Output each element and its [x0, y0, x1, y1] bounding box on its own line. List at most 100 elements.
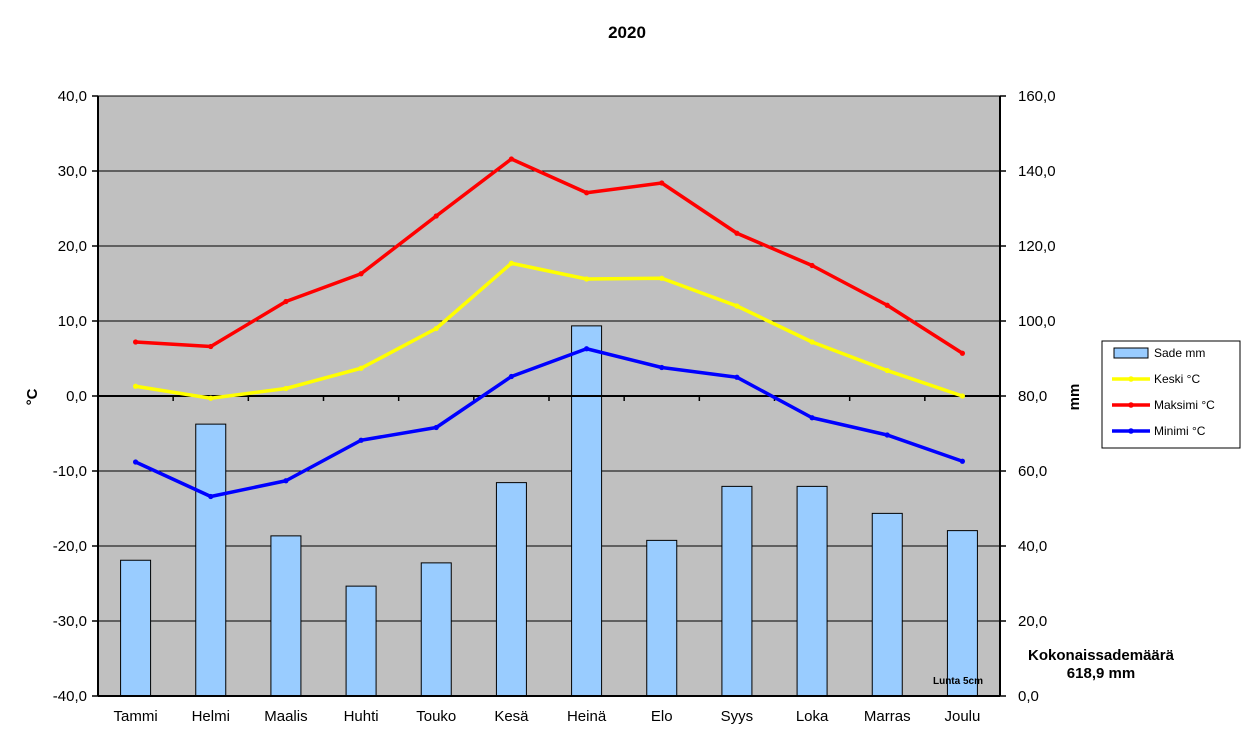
series-1-point — [659, 180, 665, 186]
precipitation-bars — [120, 325, 978, 697]
series-1-point — [358, 271, 364, 277]
left-tick-labels: -40,0 -30,0 -20,0 -10,0 0,0 10,0 20,0 30,0 40,0 — [53, 88, 98, 705]
series-line-2 — [133, 347, 965, 499]
series-2-point — [208, 493, 214, 500]
series-1-point — [809, 262, 815, 269]
series-2-point — [508, 373, 515, 380]
series-2-point — [583, 346, 590, 352]
total-precipitation-label: Kokonaissademäärä — [1028, 647, 1175, 664]
chart-title: 2020 — [608, 23, 646, 42]
right-tick-label: 60,0 — [1018, 463, 1047, 480]
precip-bar-maalis — [270, 535, 302, 697]
right-tick-label: 40,0 — [1018, 538, 1047, 555]
category-labels: Tammi Helmi Maalis Huhti Touko Kesä Heinä Elo Sy… — [113, 708, 980, 725]
series-0-point — [959, 393, 966, 399]
category-label: Heinä — [567, 708, 607, 725]
right-tick-label: 160,0 — [1018, 88, 1056, 105]
precip-bar-tammi — [120, 559, 152, 697]
legend-marker-0 — [1128, 376, 1134, 382]
left-tick-label: -10,0 — [53, 463, 87, 480]
precip-bar-marras — [871, 512, 903, 697]
series-1-point — [734, 230, 740, 236]
temperature-lines — [132, 156, 966, 500]
series-1-point — [884, 302, 890, 308]
left-tick-label: -20,0 — [53, 538, 87, 555]
left-tick-label: -40,0 — [53, 688, 87, 705]
right-tick-label: 100,0 — [1018, 313, 1056, 330]
series-0-point — [358, 365, 364, 371]
series-0-point — [583, 276, 590, 282]
category-label: Elo — [651, 708, 673, 725]
category-label: Maalis — [264, 708, 307, 725]
right-axis-label: mm — [1066, 384, 1083, 411]
series-1-point — [433, 213, 439, 219]
right-tick-label: 20,0 — [1018, 613, 1047, 630]
legend: Sade mm Keski °C Maksimi °C Minimi °C — [1101, 340, 1241, 449]
precip-bar-touko — [420, 562, 452, 697]
precip-bar-kesä — [495, 482, 527, 697]
precip-bar-elo — [646, 539, 678, 697]
category-label: Tammi — [113, 708, 157, 725]
series-1-point — [959, 350, 966, 356]
series-2-point — [809, 415, 815, 421]
series-0-point — [809, 339, 815, 345]
precip-bar-syys — [721, 485, 753, 697]
right-tick-label: 0,0 — [1018, 688, 1039, 705]
category-label: Loka — [796, 708, 829, 725]
series-line-0 — [133, 261, 965, 400]
category-label: Huhti — [344, 708, 379, 725]
legend-label-1: Maksimi °C — [1154, 398, 1215, 412]
series-2-point — [358, 437, 364, 443]
legend-swatch-sade — [1113, 347, 1149, 359]
grid-lines — [98, 170, 1000, 622]
category-label: Syys — [721, 708, 754, 725]
snow-annotation: Lunta 5cm — [933, 676, 983, 687]
series-0-point — [283, 385, 289, 392]
right-tick-labels: 0,0 20,0 40,0 60,0 80,0 100,0 120,0 140,0 160,0 — [1000, 88, 1056, 705]
series-1-point — [283, 298, 289, 305]
legend-label-2: Minimi °C — [1154, 424, 1206, 438]
precip-bar-huhti — [345, 585, 377, 697]
category-label: Joulu — [944, 708, 980, 725]
series-line-1 — [133, 157, 965, 355]
category-label: Marras — [864, 708, 911, 725]
series-2-point — [659, 364, 665, 371]
precip-bar-joulu — [946, 530, 978, 697]
legend-label-0: Keski °C — [1154, 372, 1200, 386]
series-0-point — [208, 395, 214, 401]
precip-bar-helmi — [195, 423, 227, 697]
series-0-point — [734, 303, 740, 309]
left-tick-label: -30,0 — [53, 613, 87, 630]
series-2-point — [959, 458, 966, 464]
series-0-point — [508, 260, 515, 266]
series-1-point — [508, 156, 515, 162]
left-tick-label: 20,0 — [58, 238, 87, 255]
legend-marker-2 — [1128, 428, 1134, 434]
series-2-point — [283, 478, 289, 484]
left-axis-label: °C — [24, 388, 41, 405]
left-tick-label: 10,0 — [58, 313, 87, 330]
category-label: Helmi — [192, 708, 230, 725]
left-tick-label: 40,0 — [58, 88, 87, 105]
series-0-point — [884, 367, 890, 374]
right-tick-label: 80,0 — [1018, 388, 1047, 405]
legend-marker-1 — [1128, 402, 1134, 408]
precip-bar-loka — [796, 485, 828, 697]
left-tick-label: 0,0 — [66, 388, 87, 405]
series-0-point — [659, 275, 665, 281]
series-2-point — [132, 459, 139, 465]
series-0-point — [132, 383, 139, 389]
legend-label-sade: Sade mm — [1154, 346, 1205, 360]
category-label: Touko — [416, 708, 456, 725]
series-2-point — [884, 432, 890, 438]
series-2-point — [433, 424, 439, 431]
left-tick-label: 30,0 — [58, 163, 87, 180]
series-1-point — [583, 190, 590, 196]
category-label: Kesä — [494, 708, 529, 725]
series-1-point — [132, 339, 139, 345]
series-0-point — [433, 325, 439, 332]
series-2-point — [734, 374, 740, 380]
right-tick-label: 120,0 — [1018, 238, 1056, 255]
right-tick-label: 140,0 — [1018, 163, 1056, 180]
